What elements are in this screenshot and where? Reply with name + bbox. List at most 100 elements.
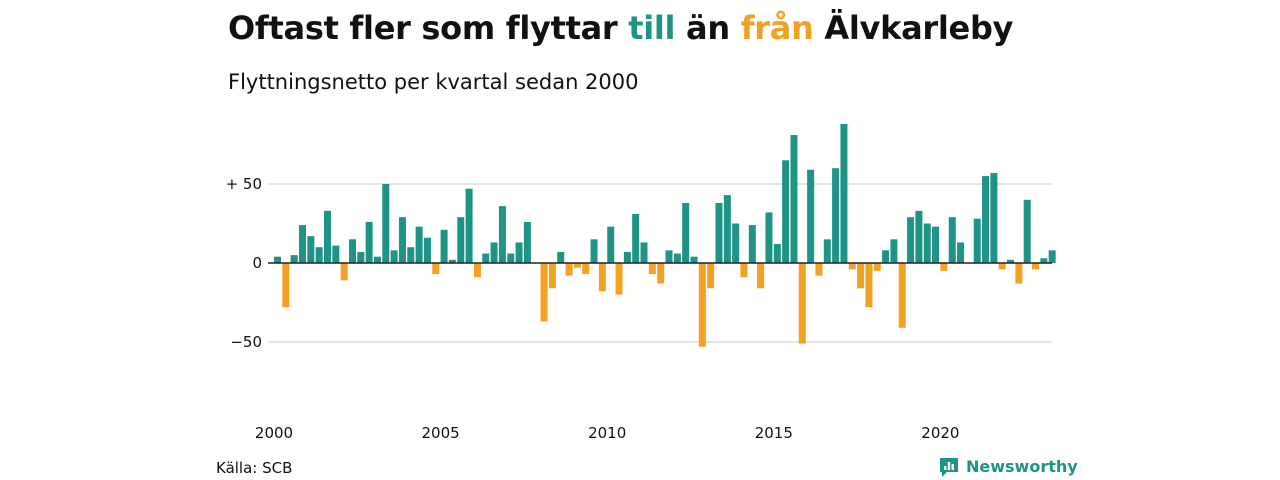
bar [740,263,748,278]
bar [615,263,623,295]
bar [757,263,765,289]
bar [798,263,806,344]
bar [290,255,298,263]
bar [315,247,323,263]
bar [998,263,1006,270]
bar [698,263,706,347]
x-tick-label: 2020 [921,424,959,442]
bar [348,239,356,263]
bar [490,242,498,263]
bar [448,259,456,263]
bar [523,221,531,263]
bar [723,195,731,263]
bar [274,256,281,263]
title-part-1: Oftast fler som flyttar [228,9,629,47]
bar [932,226,940,263]
bar [323,210,331,263]
chart-subtitle: Flyttningsnetto per kvartal sedan 2000 [228,70,639,94]
x-tick-label: 2010 [588,424,626,442]
bar [1032,263,1040,270]
bar [832,168,840,263]
bar [873,263,881,271]
bar [640,242,648,263]
y-tick-label: + 50 [226,175,262,193]
bar [365,221,373,263]
bar [982,176,990,263]
bar-chart: + 50 0 −50 2000 2005 2010 2015 2020 [226,123,1056,442]
bar [665,250,673,263]
bar [973,218,981,263]
bar [1048,250,1056,263]
bar [748,225,756,263]
bar [690,256,698,263]
title-highlight-till: till [628,9,676,47]
bar [948,217,956,263]
bar [557,251,565,263]
bar [782,160,790,263]
bar [465,188,473,263]
x-tick-label: 2015 [755,424,793,442]
bar [823,239,831,263]
bar [498,206,506,263]
bar [923,223,931,263]
bar [898,263,906,328]
bar [540,263,548,322]
x-tick-label: 2005 [422,424,460,442]
bar [715,202,723,263]
bar [1007,259,1015,263]
bar [548,263,556,289]
y-axis-ticks: + 50 0 −50 [226,175,262,351]
title-part-2: än [675,9,741,47]
bar [865,263,873,308]
bar [332,245,340,263]
bar [940,263,948,271]
gridlines [268,183,1052,343]
bar [473,263,481,278]
bar [632,214,640,263]
bar [590,239,598,263]
newsworthy-logo-icon [940,458,958,477]
x-tick-label: 2000 [255,424,293,442]
source-note: Källa: SCB [216,459,293,477]
bar [890,239,898,263]
bars [274,123,1056,347]
bar [807,169,815,263]
bar [657,263,665,284]
bar [423,237,431,263]
bar [707,263,715,289]
bar [357,251,365,263]
bar [598,263,606,292]
bar [407,247,415,263]
bar [857,263,865,289]
bar [515,242,523,263]
bar [415,226,423,263]
bar [1040,258,1048,263]
bar [390,250,398,263]
bar [1015,263,1023,284]
bar [373,256,381,263]
bar [607,226,615,263]
bar [990,172,998,263]
bar [398,217,406,263]
bar [298,225,306,263]
bar [307,236,315,263]
bar [882,250,890,263]
bar [848,263,856,270]
y-tick-label: −50 [230,333,262,351]
x-axis-ticks: 2000 2005 2010 2015 2020 [255,424,960,442]
bar [673,253,681,263]
y-tick-label: 0 [252,254,262,272]
bar [623,251,631,263]
bar [907,217,915,263]
bar [432,263,440,275]
bar [482,253,490,263]
bar [1023,199,1031,263]
bar [840,123,848,264]
bar [915,210,923,263]
bar [565,263,573,276]
bar [732,223,740,263]
bar [682,202,690,263]
bar [582,263,590,275]
bar [573,263,581,268]
bar [340,263,348,281]
